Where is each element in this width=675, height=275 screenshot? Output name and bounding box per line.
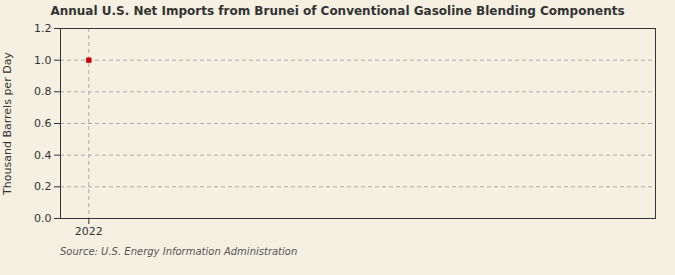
- html-text:Source: U.S. Energy Informatio: Source: U.S. Energy Information Administ…: [60, 246, 298, 257]
- svg-text:0.6: 0.6: [34, 117, 52, 130]
- html-text:Annual U.S. Net Imports from B: Annual U.S. Net Imports from Brunei of C…: [50, 4, 625, 18]
- svg-text:Thousand Barrels per Day: Thousand Barrels per Day: [1, 52, 14, 196]
- svg-text:2022: 2022: [75, 225, 103, 238]
- svg-text:0.4: 0.4: [34, 149, 52, 162]
- svg-text:0.2: 0.2: [34, 180, 52, 193]
- svg-text:1.2: 1.2: [34, 22, 52, 35]
- svg-text:0.0: 0.0: [34, 212, 52, 225]
- svg-text:1.0: 1.0: [34, 54, 52, 67]
- svg-text:0.8: 0.8: [34, 85, 52, 98]
